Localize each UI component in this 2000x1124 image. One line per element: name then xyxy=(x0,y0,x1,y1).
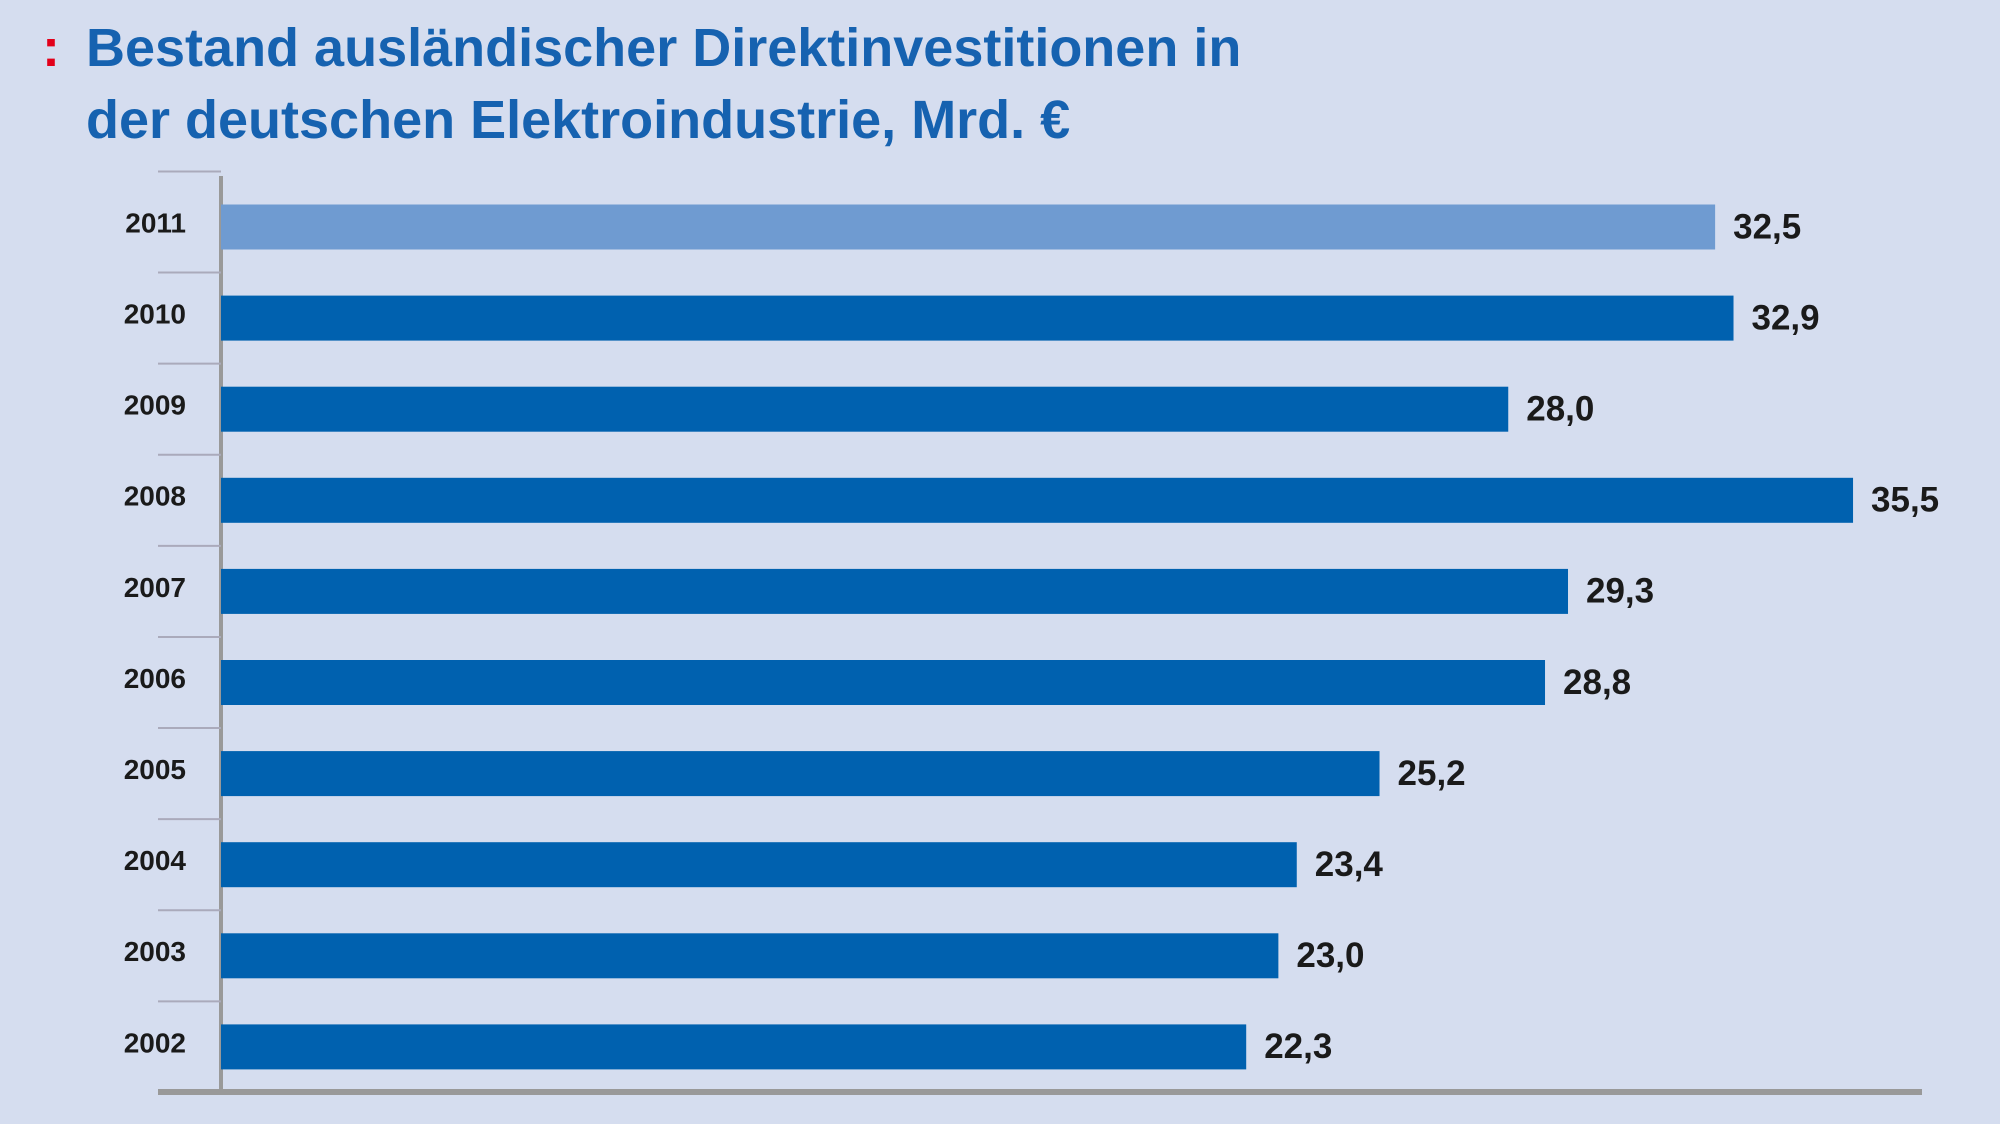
value-label: 25,2 xyxy=(1398,754,1466,793)
value-label: 23,0 xyxy=(1296,936,1364,975)
bar xyxy=(221,842,1297,888)
y-tick-label: 2009 xyxy=(124,390,186,421)
value-label: 22,3 xyxy=(1264,1027,1332,1066)
bar xyxy=(221,1024,1247,1070)
bar xyxy=(221,386,1509,432)
bar xyxy=(221,933,1279,979)
bar xyxy=(221,751,1380,797)
bar xyxy=(221,204,1716,250)
y-tick-label: 2008 xyxy=(124,481,186,512)
value-label: 28,0 xyxy=(1526,389,1594,428)
value-label: 23,4 xyxy=(1315,845,1384,884)
chart-title: Bestand ausländischer Direktinvestitione… xyxy=(86,18,1241,78)
y-tick-label: 2010 xyxy=(124,298,186,329)
bar xyxy=(221,568,1569,614)
value-label: 28,8 xyxy=(1563,663,1631,702)
y-tick-label: 2005 xyxy=(124,754,186,785)
y-tick-label: 2011 xyxy=(125,207,186,238)
value-label: 32,9 xyxy=(1752,298,1820,337)
value-label: 29,3 xyxy=(1586,572,1654,611)
y-tick-label: 2004 xyxy=(124,845,187,876)
value-label: 32,5 xyxy=(1733,207,1801,246)
bar xyxy=(221,295,1734,341)
chart-title: der deutschen Elektroindustrie, Mrd. € xyxy=(86,90,1070,150)
y-tick-label: 2007 xyxy=(124,572,186,603)
bar xyxy=(221,660,1546,705)
y-tick-label: 2006 xyxy=(124,663,186,694)
title-marker: : xyxy=(42,18,60,78)
value-label: 35,5 xyxy=(1871,481,1939,520)
bar xyxy=(221,477,1854,523)
y-tick-label: 2002 xyxy=(124,1027,186,1058)
y-tick-label: 2003 xyxy=(124,936,186,967)
